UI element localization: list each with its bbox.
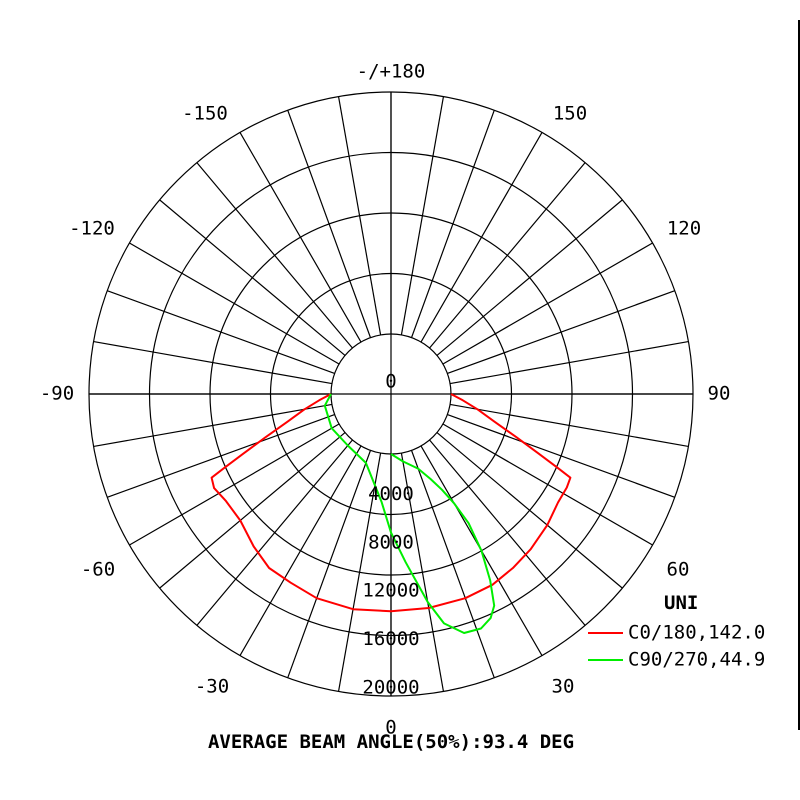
series-curve-1 [210, 393, 572, 613]
grid-spoke [429, 162, 586, 349]
grid-spoke [107, 290, 335, 375]
grid-spoke [410, 110, 495, 338]
angle-label: -120 [69, 218, 115, 240]
radial-tick-label: 8000 [368, 531, 414, 553]
grid-spoke [400, 452, 445, 692]
grid-spoke [337, 96, 382, 336]
grid-spoke [442, 242, 653, 365]
angle-label: -60 [81, 559, 115, 581]
grid-spoke [442, 423, 653, 546]
intensity-curves [210, 393, 572, 634]
legend: UNI C0/180,142.0 C90/270,44.9 [588, 592, 765, 671]
grid-spoke [436, 199, 623, 356]
legend-entry: C0/180,142.0 [628, 622, 765, 644]
grid-spoke [447, 413, 675, 498]
grid-spoke [129, 242, 340, 365]
angle-label: -30 [195, 676, 229, 698]
angle-label: -90 [40, 383, 74, 405]
grid-spoke [239, 132, 362, 343]
radial-tick-label: 4000 [368, 483, 414, 505]
angle-label: -150 [182, 103, 228, 125]
right-border [798, 20, 800, 730]
legend-title: UNI [664, 592, 698, 614]
grid-spoke [196, 439, 353, 626]
angle-label: 90 [708, 383, 731, 405]
angle-label: 30 [552, 676, 575, 698]
grid-spoke [447, 290, 675, 375]
grid-spoke [287, 110, 372, 338]
grid-spoke [287, 450, 372, 678]
angle-label: 0 [385, 717, 396, 739]
grid-spoke [159, 432, 346, 589]
radial-tick-label: 0 [385, 371, 396, 393]
radial-labels: 0 4000 8000 12000 16000 20000 [362, 371, 419, 699]
legend-entry: C90/270,44.9 [628, 649, 765, 671]
grid-spoke [410, 450, 495, 678]
footer-beam-angle: AVERAGE BEAM ANGLE(50%):93.4 DEG [208, 731, 574, 753]
grid-spoke [196, 162, 353, 349]
grid-spoke [159, 199, 346, 356]
angle-label: 60 [667, 559, 690, 581]
grid-spoke [93, 403, 333, 448]
grid-spoke [420, 132, 543, 343]
grid-spoke [107, 413, 335, 498]
angle-label: 150 [553, 103, 587, 125]
radial-tick-label: 12000 [362, 580, 419, 602]
radial-tick-label: 16000 [362, 628, 419, 650]
radial-tick-label: 20000 [362, 677, 419, 699]
grid-spoke [239, 445, 362, 656]
series-curve-2 [323, 393, 496, 634]
grid-spoke [129, 423, 340, 546]
angle-label: -/+180 [357, 61, 426, 83]
grid-spoke [400, 96, 445, 336]
grid-spoke [337, 452, 382, 692]
grid-spoke [436, 432, 623, 589]
grid-spoke [449, 340, 689, 385]
polar-grid [88, 91, 694, 697]
grid-spoke [93, 340, 333, 385]
grid-spoke [429, 439, 586, 626]
angle-label: 120 [667, 218, 701, 240]
angle-labels: -/+180 -150 150 -120 120 -90 90 -60 60 -30 30 0 [40, 61, 731, 739]
grid-spoke [449, 403, 689, 448]
